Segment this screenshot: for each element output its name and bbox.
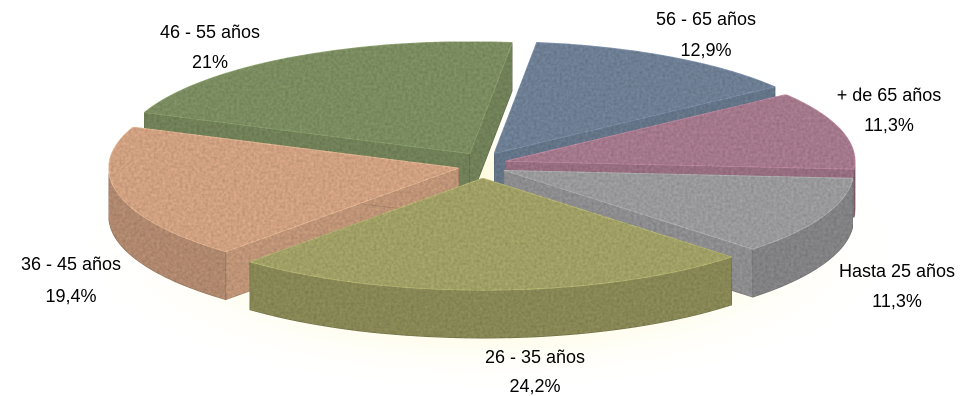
slice-value-36-45: 19,4% (45, 286, 96, 306)
slice-label-36-45: 36 - 45 años (21, 254, 121, 274)
slice-label-26-35: 26 - 35 años (485, 347, 585, 367)
slice-label-65-plus: + de 65 años (837, 85, 942, 105)
slice-2-top (503, 170, 854, 250)
slice-1-top (504, 94, 856, 170)
slice-1-outer-side (853, 161, 856, 218)
slice-labels: 56 - 65 años 12,9% + de 65 años 11,3% Ha… (21, 9, 955, 396)
slice-label-46-55: 46 - 55 años (160, 22, 260, 42)
slice-value-hasta-25: 11,3% (872, 291, 922, 311)
pie-slices (108, 41, 856, 339)
slice-value-65-plus: 11,3% (864, 115, 914, 135)
slice-label-56-65: 56 - 65 años (656, 9, 756, 29)
slice-3-group (248, 177, 733, 339)
slice-value-26-35: 24,2% (509, 376, 560, 396)
slice-4-top (108, 126, 459, 253)
slice-value-46-55: 21% (192, 52, 228, 72)
slice-0-top (493, 42, 777, 155)
slice-label-hasta-25: Hasta 25 años (839, 261, 955, 281)
slice-5-top (143, 41, 513, 155)
slice-value-56-65: 12,9% (680, 40, 731, 60)
slice-3-top (248, 177, 733, 291)
